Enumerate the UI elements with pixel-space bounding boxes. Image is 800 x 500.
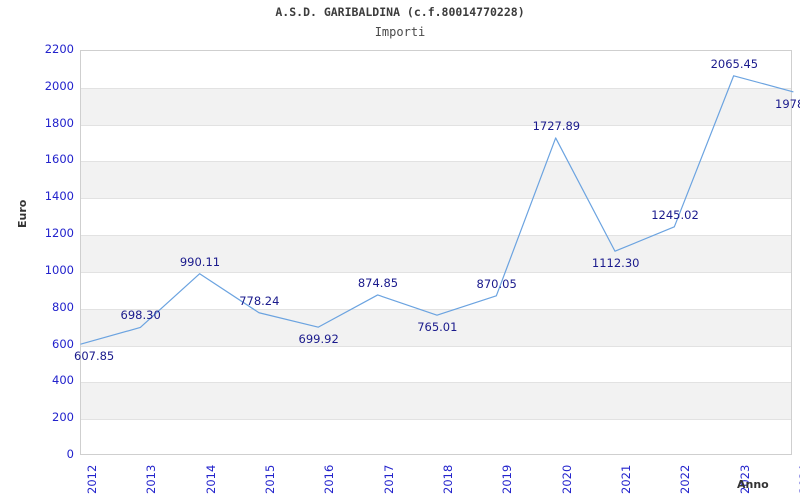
y-axis-tick-labels: 0 200 400 600 800 1000 1200 1400 1600 1800 2000 220… — [8, 42, 74, 461]
y-axis-tick: 1200 — [44, 226, 74, 241]
y-axis-tick: 1400 — [44, 189, 74, 204]
y-axis-tick: 400 — [52, 373, 74, 388]
chart-title: A.S.D. GARIBALDINA (c.f.80014770228) — [275, 5, 525, 19]
series-line — [80, 75, 794, 345]
y-axis-tick: 1000 — [44, 262, 74, 277]
x-axis-tick: 2020 — [559, 464, 574, 494]
x-axis-tick: 2018 — [441, 464, 455, 494]
x-axis-title: Anno — [737, 478, 769, 491]
chart-subtitle: Importi — [374, 25, 426, 39]
x-axis-tick: 2015 — [263, 464, 277, 494]
y-axis-tick: 200 — [52, 410, 74, 425]
y-axis-title: Euro — [16, 199, 29, 228]
y-axis-tick: 1600 — [44, 152, 74, 167]
x-axis-tick: 2012 — [85, 464, 99, 494]
x-axis-tick: 2016 — [322, 464, 337, 494]
x-axis-tick-labels: 2012 2013 2014 2015 2016 2017 2018 2019 2020 2021… — [80, 458, 800, 500]
x-axis-tick: 2014 — [203, 464, 218, 494]
y-axis-tick: 600 — [52, 336, 74, 351]
x-axis-tick: 2017 — [381, 464, 396, 494]
y-axis-tick: 2200 — [44, 42, 74, 56]
y-axis-tick: 800 — [52, 299, 74, 314]
x-axis-tick: 2021 — [619, 464, 633, 494]
y-axis-tick: 0 — [66, 447, 74, 461]
y-axis-tick: 2000 — [44, 78, 74, 93]
x-axis-tick: 2022 — [678, 464, 693, 494]
y-axis-tick: 1800 — [44, 115, 74, 130]
plot-area: 607.85 698.30 990.11 778.24 699.92 874.85 765.… — [74, 50, 800, 455]
x-axis-tick: 2013 — [144, 464, 159, 494]
x-axis-tick: 2019 — [500, 464, 515, 494]
